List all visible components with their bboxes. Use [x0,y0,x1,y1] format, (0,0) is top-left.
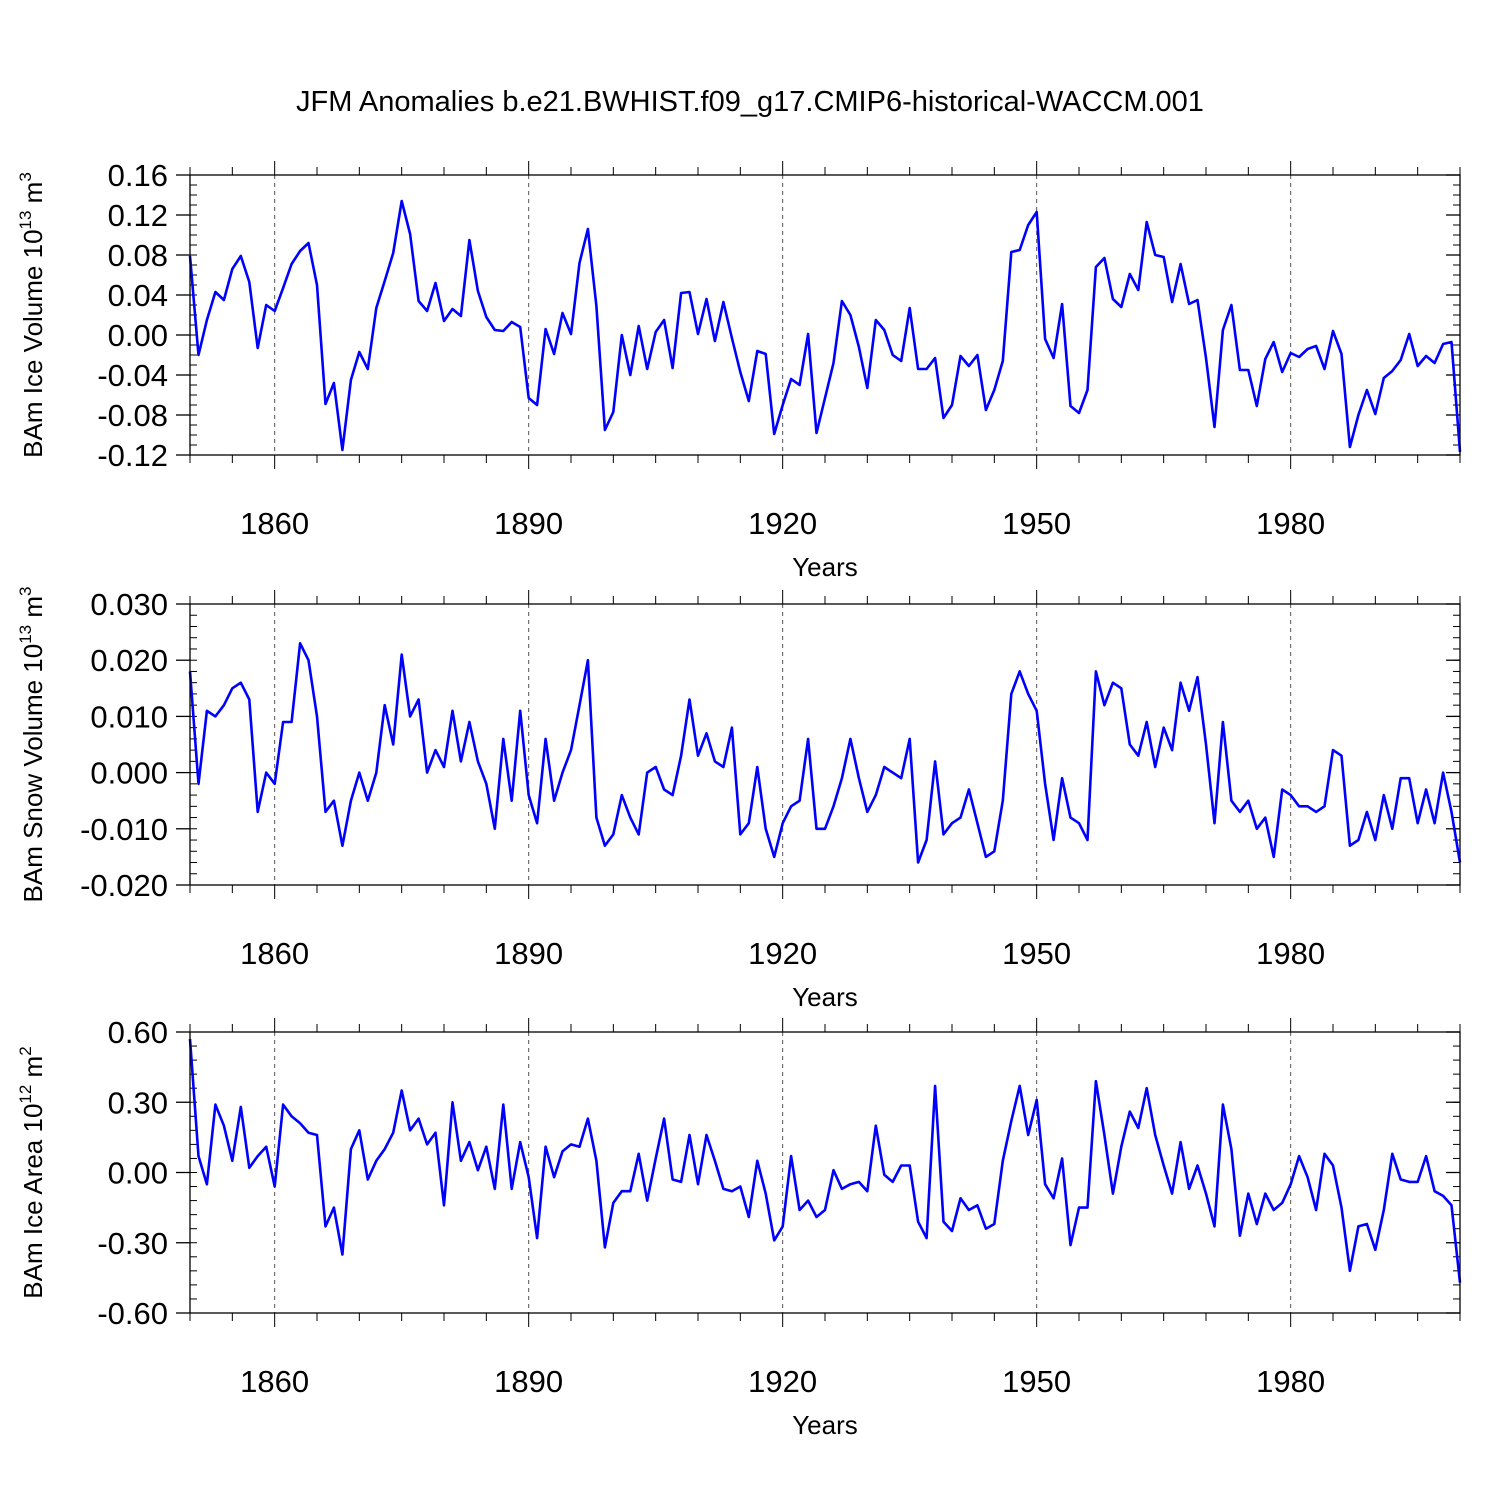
y-tick-label: -0.020 [80,868,168,903]
y-axis-label-unit: m [18,1056,48,1085]
y-tick-label: 0.60 [108,1015,168,1050]
plot-frame [189,1031,1461,1314]
x-tick-label: 1860 [240,936,309,971]
series-line-1 [188,641,1462,864]
x-tick-label: 1980 [1256,506,1325,541]
y-tick-label: -0.010 [80,812,168,847]
y-tick-label: 0.00 [108,1156,168,1191]
y-axis-label-unit: m [18,182,48,211]
x-tick-label: 1890 [494,506,563,541]
x-tick-label: 1920 [748,936,817,971]
y-tick-label: -0.12 [97,438,168,473]
y-tick-label: 0.010 [90,699,168,734]
y-tick-label: 0.30 [108,1085,168,1120]
y-tick-label: -0.04 [97,358,168,393]
x-axis-label: Years [792,552,858,582]
y-tick-label: -0.60 [97,1296,168,1331]
y-tick-label: 0.00 [108,318,168,353]
y-tick-label: 0.020 [90,643,168,678]
panel-2: -0.020 -0.010 0.000 0.010 0.020 0.030 1860 1890… [16,587,1462,1012]
y-axis-label: BAm Ice Area 1012 m2 [16,1046,48,1298]
x-tick-label: 1950 [1002,506,1071,541]
y-axis-label-unit-exp: 3 [16,587,35,596]
y-tick-label: 0.04 [108,278,168,313]
y-axis-label-exp: 12 [16,1085,35,1104]
y-tick-label: 0.08 [108,238,168,273]
x-tick-label: 1920 [748,1364,817,1399]
x-tick-label: 1860 [240,506,309,541]
x-tick-label: 1890 [494,936,563,971]
y-tick-label: -0.08 [97,398,168,433]
x-axis-label: Years [792,1410,858,1440]
x-tick-label: 1950 [1002,1364,1071,1399]
x-tick-label: 1860 [240,1364,309,1399]
x-axis-label: Years [792,982,858,1012]
plot-frame [189,603,1461,886]
y-axis-label-base: BAm Snow Volume 10 [18,644,48,903]
y-axis-label-exp: 13 [16,625,35,644]
y-tick-label: 0.030 [90,587,168,622]
y-axis-label: BAm Ice Volume 1013 m3 [16,172,48,458]
y-axis-label: BAm Snow Volume 1013 m3 [16,587,48,903]
series-line-1 [188,199,1462,453]
y-axis-label-base: BAm Ice Volume 10 [18,229,48,457]
y-axis-label-unit-exp: 2 [16,1046,35,1055]
y-axis-label-unit: m [18,596,48,625]
y-tick-label: 0.12 [108,198,168,233]
y-tick-label: 0.000 [90,756,168,791]
y-axis-label-exp: 13 [16,211,35,230]
y-tick-label: 0.16 [108,158,168,193]
panel-3: -0.60 -0.30 0.00 0.30 0.60 1860 1890 1920 1950 19… [16,1015,1462,1440]
x-tick-label: 1950 [1002,936,1071,971]
x-tick-label: 1980 [1256,1364,1325,1399]
figure-title: JFM Anomalies b.e21.BWHIST.f09_g17.CMIP6… [296,86,1204,118]
panel-1: -0.12 -0.08 -0.04 0.00 0.04 0.08 0.12 0.16 1860 1… [16,158,1462,582]
series-line-1 [188,1038,1462,1283]
y-tick-label: -0.30 [97,1226,168,1261]
x-tick-label: 1920 [748,506,817,541]
y-axis-label-base: BAm Ice Area 10 [18,1104,48,1299]
x-tick-label: 1890 [494,1364,563,1399]
y-axis-label-unit-exp: 3 [16,172,35,181]
x-tick-label: 1980 [1256,936,1325,971]
plot-frame [189,174,1461,456]
